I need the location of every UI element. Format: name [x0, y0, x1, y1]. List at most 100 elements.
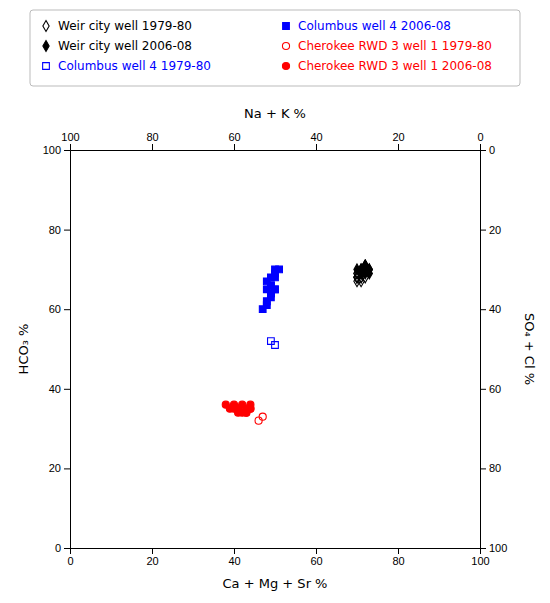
legend-symbol	[43, 63, 50, 70]
tick-mark	[398, 144, 399, 150]
point	[268, 338, 275, 345]
tick-mark	[64, 389, 70, 390]
tick-mark	[480, 150, 486, 151]
y-axis: 0 20 40 60 80 100	[43, 144, 71, 554]
point	[354, 264, 360, 275]
tick-label: 40	[489, 303, 501, 315]
legend-label: Cherokee RWD 3 well 1 1979-80	[298, 39, 492, 53]
tick-mark	[64, 548, 70, 549]
tick-mark	[480, 144, 481, 150]
tick: 60	[49, 303, 70, 315]
tick: 100	[43, 144, 70, 156]
point	[354, 276, 360, 287]
legend-label: Weir city well 1979-80	[58, 19, 192, 33]
tick: 20	[146, 548, 158, 567]
tick-mark	[64, 309, 70, 310]
tick-mark	[316, 548, 317, 554]
legend-label: Columbus well 4 2006-08	[298, 19, 451, 33]
tick: 0	[67, 548, 73, 567]
tick: 100	[61, 131, 79, 150]
tick: 40	[310, 131, 322, 150]
tick: 40	[480, 303, 501, 315]
tick: 0	[480, 144, 495, 156]
tick-mark	[234, 144, 235, 150]
y2-axis: 0 20 40 60 80 100	[480, 144, 507, 554]
series	[222, 401, 254, 416]
tick-mark	[480, 389, 486, 390]
legend-label: Columbus well 4 1979-80	[58, 59, 211, 73]
series	[255, 413, 266, 424]
tick-label: 40	[228, 555, 240, 567]
tick-mark	[64, 150, 70, 151]
legend-frame	[30, 10, 520, 86]
legend-label: Cherokee RWD 3 well 1 2006-08	[298, 59, 492, 73]
tick-label: 100	[489, 542, 507, 554]
tick-mark	[64, 230, 70, 231]
tick: 0	[477, 131, 483, 150]
tick: 80	[480, 462, 501, 474]
tick-mark	[316, 144, 317, 150]
tick-label: 60	[228, 131, 240, 143]
tick-mark	[70, 144, 71, 150]
tick-mark	[234, 548, 235, 554]
tick: 20	[480, 224, 501, 236]
tick-label: 40	[310, 131, 322, 143]
tick: 60	[228, 131, 240, 150]
tick: 0	[55, 542, 70, 554]
tick-label: 80	[489, 462, 501, 474]
tick-label: 80	[392, 555, 404, 567]
axis-line	[71, 144, 481, 151]
point	[263, 302, 270, 309]
axis-title: Ca + Mg + Sr %	[223, 576, 328, 591]
point	[255, 417, 262, 424]
series	[354, 260, 373, 279]
axis-line	[481, 151, 487, 549]
tick-mark	[152, 548, 153, 554]
point	[268, 274, 275, 281]
tick-mark	[480, 468, 486, 469]
legend-symbol	[283, 23, 290, 30]
point	[247, 401, 254, 408]
tick-label: 20	[49, 462, 61, 474]
axis-line	[71, 549, 481, 555]
tick-label: 60	[49, 303, 61, 315]
legend: Weir city well 1979-80Weir city well 200…	[30, 10, 520, 86]
axis-title: HCO₃ %	[16, 324, 31, 375]
legend-symbol	[282, 62, 289, 69]
tick-label: 60	[310, 555, 322, 567]
tick-mark	[152, 144, 153, 150]
legend-symbol	[282, 42, 289, 49]
tick-mark	[480, 309, 486, 310]
legend-symbol	[43, 21, 49, 32]
tick-label: 20	[392, 131, 404, 143]
tick: 20	[392, 131, 404, 150]
tick-label: 40	[49, 383, 61, 395]
tick: 20	[49, 462, 70, 474]
tick: 40	[49, 383, 70, 395]
tick-mark	[480, 230, 486, 231]
series	[259, 266, 282, 313]
tick: 40	[228, 548, 240, 567]
tick-label: 0	[67, 555, 73, 567]
axis-line	[64, 151, 71, 549]
point	[366, 264, 372, 275]
tick-label: 80	[49, 224, 61, 236]
points	[222, 260, 372, 424]
tick-label: 20	[146, 555, 158, 567]
tick-label: 0	[477, 131, 483, 143]
tick-label: 60	[489, 383, 501, 395]
point	[272, 342, 279, 349]
tick-label: 100	[471, 555, 489, 567]
tick: 80	[49, 224, 70, 236]
tick: 100	[480, 542, 507, 554]
chart: 0204060801001008060402000204060801000204…	[0, 0, 550, 603]
tick-label: 100	[43, 144, 61, 156]
point	[259, 413, 266, 420]
series	[268, 338, 279, 349]
tick-mark	[480, 548, 486, 549]
tick: 60	[480, 383, 501, 395]
x-axis: 0 20 40 60 80 100	[67, 548, 489, 567]
point	[268, 282, 275, 289]
point	[272, 266, 279, 273]
tick-label: 80	[146, 131, 158, 143]
